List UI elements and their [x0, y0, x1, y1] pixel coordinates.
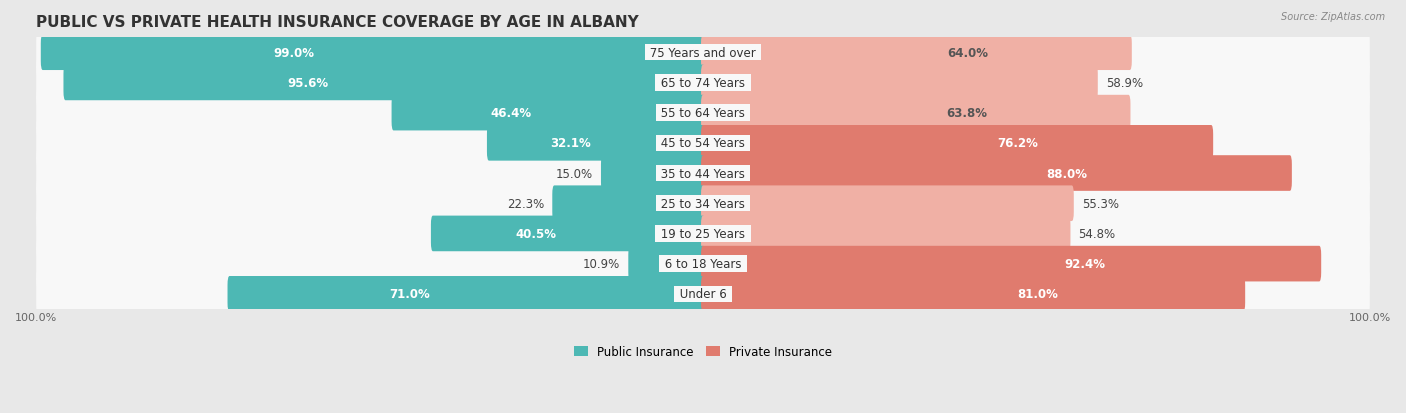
FancyBboxPatch shape: [37, 56, 1369, 111]
FancyBboxPatch shape: [702, 95, 1130, 131]
FancyBboxPatch shape: [37, 267, 1369, 322]
Text: 65 to 74 Years: 65 to 74 Years: [657, 77, 749, 90]
FancyBboxPatch shape: [702, 216, 1070, 252]
Text: 88.0%: 88.0%: [1046, 167, 1087, 180]
Text: 75 Years and over: 75 Years and over: [647, 47, 759, 59]
FancyBboxPatch shape: [34, 17, 1372, 90]
Text: Source: ZipAtlas.com: Source: ZipAtlas.com: [1281, 12, 1385, 22]
Text: 64.0%: 64.0%: [948, 47, 988, 59]
FancyBboxPatch shape: [34, 47, 1372, 120]
FancyBboxPatch shape: [34, 167, 1372, 240]
Text: 55.3%: 55.3%: [1081, 197, 1119, 210]
FancyBboxPatch shape: [37, 206, 1369, 261]
FancyBboxPatch shape: [391, 95, 704, 131]
FancyBboxPatch shape: [37, 116, 1369, 171]
Text: 71.0%: 71.0%: [389, 287, 430, 301]
FancyBboxPatch shape: [553, 186, 704, 221]
FancyBboxPatch shape: [702, 186, 1074, 221]
Text: 10.9%: 10.9%: [583, 257, 620, 271]
Text: 63.8%: 63.8%: [946, 107, 987, 120]
FancyBboxPatch shape: [34, 228, 1372, 300]
FancyBboxPatch shape: [702, 35, 1132, 71]
FancyBboxPatch shape: [628, 246, 704, 282]
Text: 45 to 54 Years: 45 to 54 Years: [657, 137, 749, 150]
FancyBboxPatch shape: [34, 197, 1372, 271]
Text: 32.1%: 32.1%: [550, 137, 591, 150]
FancyBboxPatch shape: [34, 107, 1372, 180]
Text: 40.5%: 40.5%: [515, 228, 555, 240]
FancyBboxPatch shape: [63, 65, 704, 101]
Text: 6 to 18 Years: 6 to 18 Years: [661, 257, 745, 271]
Text: Under 6: Under 6: [676, 287, 730, 301]
FancyBboxPatch shape: [37, 237, 1369, 292]
Text: 76.2%: 76.2%: [998, 137, 1039, 150]
FancyBboxPatch shape: [702, 276, 1246, 312]
Text: 54.8%: 54.8%: [1078, 228, 1115, 240]
Text: 99.0%: 99.0%: [273, 47, 314, 59]
FancyBboxPatch shape: [600, 156, 704, 191]
FancyBboxPatch shape: [37, 176, 1369, 231]
FancyBboxPatch shape: [34, 137, 1372, 210]
Legend: Public Insurance, Private Insurance: Public Insurance, Private Insurance: [569, 341, 837, 363]
FancyBboxPatch shape: [702, 156, 1292, 191]
FancyBboxPatch shape: [486, 126, 704, 161]
FancyBboxPatch shape: [34, 258, 1372, 330]
Text: 22.3%: 22.3%: [508, 197, 544, 210]
FancyBboxPatch shape: [37, 146, 1369, 201]
FancyBboxPatch shape: [37, 86, 1369, 141]
Text: 15.0%: 15.0%: [555, 167, 593, 180]
Text: 58.9%: 58.9%: [1105, 77, 1143, 90]
Text: 55 to 64 Years: 55 to 64 Years: [657, 107, 749, 120]
FancyBboxPatch shape: [41, 35, 704, 71]
FancyBboxPatch shape: [702, 246, 1322, 282]
Text: 95.6%: 95.6%: [287, 77, 328, 90]
FancyBboxPatch shape: [37, 26, 1369, 81]
FancyBboxPatch shape: [702, 126, 1213, 161]
FancyBboxPatch shape: [34, 77, 1372, 150]
Text: 19 to 25 Years: 19 to 25 Years: [657, 228, 749, 240]
Text: 35 to 44 Years: 35 to 44 Years: [657, 167, 749, 180]
FancyBboxPatch shape: [702, 65, 1098, 101]
Text: 46.4%: 46.4%: [491, 107, 531, 120]
Text: 81.0%: 81.0%: [1018, 287, 1059, 301]
Text: 25 to 34 Years: 25 to 34 Years: [657, 197, 749, 210]
FancyBboxPatch shape: [430, 216, 704, 252]
Text: PUBLIC VS PRIVATE HEALTH INSURANCE COVERAGE BY AGE IN ALBANY: PUBLIC VS PRIVATE HEALTH INSURANCE COVER…: [37, 15, 638, 30]
FancyBboxPatch shape: [228, 276, 704, 312]
Text: 92.4%: 92.4%: [1064, 257, 1105, 271]
